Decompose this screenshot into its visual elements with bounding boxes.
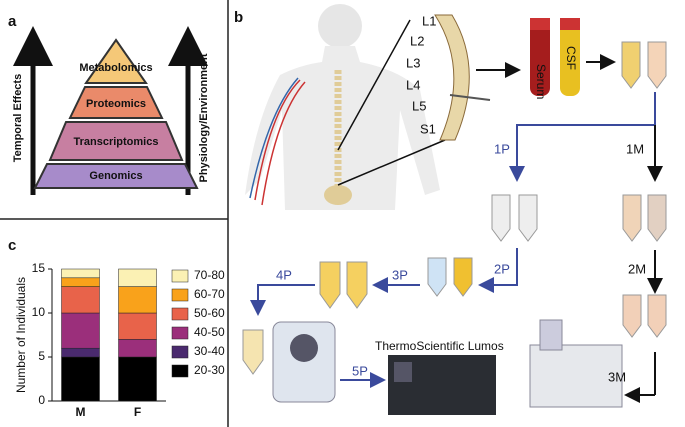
- bar-segment: [118, 286, 157, 314]
- body-illustration: [245, 4, 491, 210]
- vertebra-label: L1: [422, 13, 436, 28]
- panel-label: c: [8, 237, 16, 254]
- legend-swatch: [171, 326, 189, 340]
- bar-segment: [118, 268, 157, 287]
- legend-label: 20-30: [194, 363, 225, 377]
- layer-label: Genomics: [89, 170, 142, 182]
- legend-label: 70-80: [194, 268, 225, 282]
- step-label: 5P: [352, 363, 368, 378]
- step-label: 2M: [628, 261, 646, 276]
- y-tick-label: 10: [32, 305, 46, 319]
- x-tick-label: F: [134, 405, 141, 419]
- step-label: 3P: [392, 267, 408, 282]
- bar-segment: [61, 277, 100, 287]
- arrow-label: Physiology/Environment: [198, 53, 210, 182]
- legend-swatch: [171, 288, 189, 302]
- instrument-label: ThermoScientific Lumos: [375, 339, 504, 353]
- y-tick-label: 15: [32, 261, 46, 275]
- bar-segment: [61, 268, 100, 279]
- step-label: 3M: [608, 369, 626, 384]
- step-label: 1M: [626, 141, 644, 156]
- legend-label: 30-40: [194, 344, 225, 358]
- legend-swatch: [171, 269, 189, 283]
- vertebra-label: L5: [412, 98, 426, 113]
- bar-segment: [61, 312, 100, 349]
- legend-swatch: [171, 364, 189, 378]
- vertebra-label: L4: [406, 77, 420, 92]
- y-tick-label: 5: [38, 349, 45, 363]
- bar-segment: [118, 312, 157, 340]
- vertebra-label: S1: [420, 121, 436, 136]
- layer-label: Transcriptomics: [74, 136, 159, 148]
- legend-label: 40-50: [194, 325, 225, 339]
- panel-label: a: [8, 13, 17, 30]
- legend-swatch: [171, 307, 189, 321]
- legend-label: 50-60: [194, 306, 225, 320]
- workflow-graphics: [242, 18, 667, 415]
- step-label: 4P: [276, 267, 292, 282]
- layer-label: Metabolomics: [79, 62, 152, 74]
- step-label: 2P: [494, 261, 510, 276]
- legend-label: 60-70: [194, 287, 225, 301]
- vertebra-label: L3: [406, 55, 420, 70]
- y-tick-label: 0: [38, 393, 45, 407]
- step-label: 1P: [494, 141, 510, 156]
- tube-label: CSF: [564, 46, 578, 70]
- legend-swatch: [171, 345, 189, 359]
- x-tick-label: M: [76, 405, 86, 419]
- panel-label: b: [234, 9, 243, 26]
- tube-label: Serum: [534, 64, 548, 99]
- bar-segment: [61, 356, 100, 402]
- arrow-label: Temporal Effects: [12, 74, 24, 162]
- bar-segment: [61, 286, 100, 314]
- layer-label: Proteomics: [86, 98, 146, 110]
- bar-segment: [118, 356, 157, 402]
- y-axis-label: Number of Individuals: [14, 277, 28, 393]
- vertebra-label: L2: [410, 33, 424, 48]
- bar-segment: [61, 347, 100, 358]
- bar-segment: [118, 339, 157, 358]
- pyramid: [12, 26, 208, 195]
